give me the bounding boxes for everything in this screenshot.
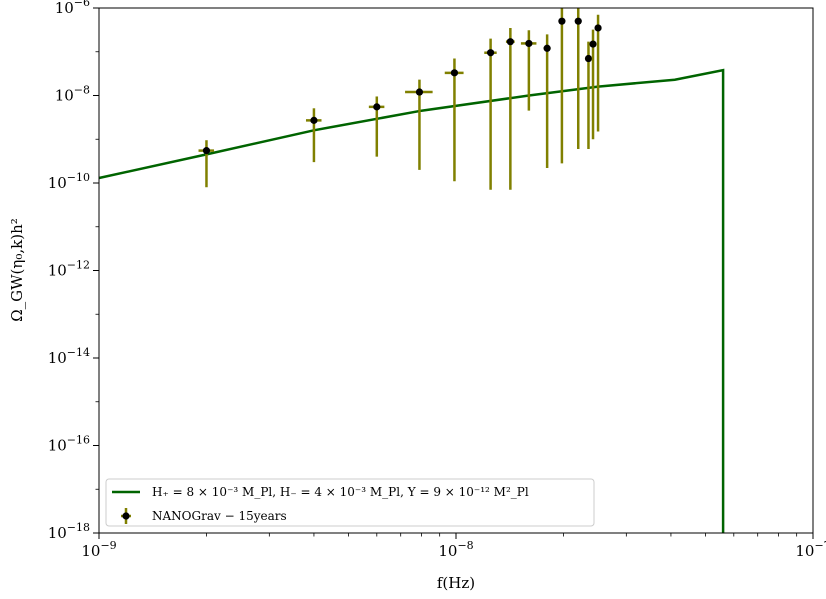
nanograv-marker-0 bbox=[202, 147, 211, 155]
legend-marker-swatch bbox=[122, 512, 130, 520]
axis-ticks: 10−9 10−8 10−7 10−6 10−8 10−10 10−12 10−14 10−16… bbox=[48, 0, 826, 560]
nanograv-marker-9 bbox=[558, 17, 566, 25]
nanograv-point-5 bbox=[484, 38, 497, 190]
nanograv-marker-7 bbox=[525, 39, 533, 48]
x-tick-label-0: 10−9 bbox=[81, 539, 116, 560]
legend-box bbox=[105, 478, 595, 527]
nanograv-point-6 bbox=[505, 27, 515, 190]
y-tick-label-5: 10−16 bbox=[48, 434, 90, 455]
legend-label-model: H₊ = 8 × 10⁻³ M_Pl, H₋ = 4 × 10⁻³ M_Pl, … bbox=[152, 485, 529, 499]
nanograv-marker-6 bbox=[506, 38, 514, 46]
nanograv-point-2 bbox=[368, 96, 385, 157]
nanograv-marker-12 bbox=[589, 40, 597, 48]
y-axis-label: Ω_GW(η₀,k)h² bbox=[8, 218, 26, 322]
nanograv-marker-2 bbox=[373, 103, 381, 111]
x-tick-label-2: 10−7 bbox=[795, 539, 826, 560]
nanograv-point-4 bbox=[444, 58, 464, 182]
plot-area bbox=[98, 8, 725, 533]
nanograv-point-10 bbox=[574, 8, 582, 149]
nanograv-marker-4 bbox=[450, 69, 459, 77]
y-tick-label-4: 10−14 bbox=[48, 346, 90, 367]
nanograv-marker-8 bbox=[543, 44, 551, 52]
nanograv-point-8 bbox=[543, 34, 551, 169]
nanograv-point-12 bbox=[589, 29, 597, 140]
nanograv-marker-10 bbox=[574, 17, 582, 25]
nanograv-point-1 bbox=[305, 108, 322, 163]
nanograv-marker-3 bbox=[415, 88, 424, 96]
series-line-model bbox=[98, 68, 725, 533]
legend-label-nanograv: NANOGrav − 15years bbox=[152, 509, 287, 523]
nanograv-marker-1 bbox=[310, 116, 318, 124]
y-tick-label-1: 10−8 bbox=[55, 84, 90, 105]
nanograv-point-13 bbox=[594, 14, 602, 132]
y-tick-label-6: 10−18 bbox=[48, 521, 90, 542]
nanograv-point-9 bbox=[558, 8, 566, 164]
y-tick-label-2: 10−10 bbox=[48, 171, 90, 192]
nanograv-point-3 bbox=[405, 79, 433, 170]
axes-frame bbox=[98, 7, 814, 534]
nanograv-point-7 bbox=[520, 30, 537, 111]
x-axis-label: f(Hz) bbox=[437, 574, 475, 592]
nanograv-marker-5 bbox=[486, 49, 495, 57]
nanograv-point-0 bbox=[198, 140, 215, 188]
y-tick-label-3: 10−12 bbox=[48, 259, 90, 280]
nanograv-marker-13 bbox=[594, 24, 602, 32]
x-tick-label-1: 10−8 bbox=[438, 539, 473, 560]
y-tick-label-0: 10−6 bbox=[55, 0, 90, 17]
nanograv-marker-11 bbox=[584, 54, 593, 63]
legend: H₊ = 8 × 10⁻³ M_Pl, H₋ = 4 × 10⁻³ M_Pl, … bbox=[105, 478, 595, 527]
nanograv-point-11 bbox=[584, 41, 593, 149]
